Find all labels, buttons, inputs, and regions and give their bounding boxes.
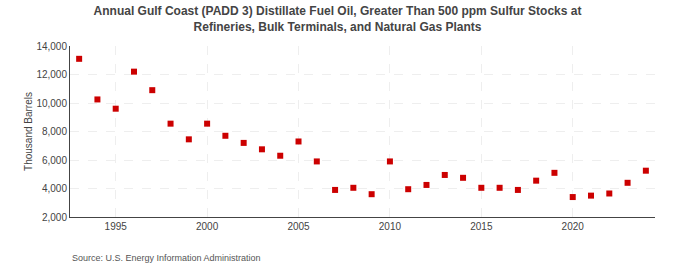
svg-text:2000: 2000 [196,221,219,232]
svg-text:Source: U.S. Energy Informatio: Source: U.S. Energy Information Administ… [72,253,261,263]
svg-text:12,000: 12,000 [36,69,67,80]
svg-text:2005: 2005 [287,221,310,232]
svg-text:4,000: 4,000 [42,183,67,194]
svg-text:Thousand Barrels: Thousand Barrels [23,92,34,171]
svg-text:2020: 2020 [562,221,585,232]
svg-text:2,000: 2,000 [42,212,67,223]
svg-text:2015: 2015 [470,221,493,232]
svg-text:10,000: 10,000 [36,98,67,109]
svg-text:6,000: 6,000 [42,155,67,166]
svg-text:14,000: 14,000 [36,41,67,52]
svg-text:1995: 1995 [105,221,128,232]
svg-text:2010: 2010 [379,221,402,232]
svg-text:8,000: 8,000 [42,126,67,137]
svg-text:Annual Gulf Coast (PADD 3) Dis: Annual Gulf Coast (PADD 3) Distillate Fu… [94,4,582,34]
